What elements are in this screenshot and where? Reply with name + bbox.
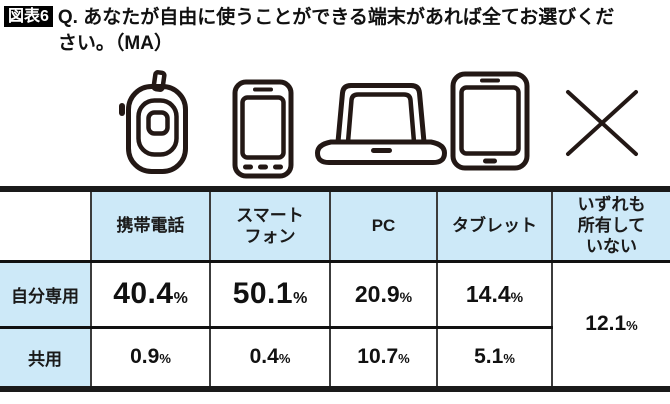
percent-sign: %: [399, 288, 413, 305]
question-text: Q. あなたが自由に使うことができる端末があれば全てお選びくだ さい。（MA）: [58, 5, 614, 57]
value-number: 50.1: [232, 277, 294, 310]
value-number: 0.9: [130, 345, 160, 369]
corner-cell: [0, 189, 91, 263]
title-block: 図表6 Q. あなたが自由に使うことができる端末があれば全てお選びくだ さい。（…: [4, 5, 668, 57]
value-number: 40.4: [113, 277, 174, 310]
table-row-shared: 共用 0.9% 0.4% 10.7% 5.1%: [0, 327, 670, 389]
question-line-2: さい。（MA）: [57, 33, 173, 54]
percent-sign: %: [510, 288, 524, 305]
percent-sign: %: [503, 351, 515, 367]
feature-phone-icon: [119, 70, 188, 174]
header-cell-smartphone: スマート フォン: [209, 189, 330, 263]
cell-personal-smartphone: 50.1%: [209, 261, 330, 329]
row-label-personal: 自分専用: [0, 261, 91, 329]
value-number: 0.4: [249, 345, 279, 369]
cell-none-owned-merged: 12.1%: [551, 261, 670, 389]
question-line-1: Q. あなたが自由に使うことができる端末があれば全てお選びくだ: [57, 7, 615, 28]
percent-sign: %: [293, 290, 308, 307]
header-cell-tablet: タブレット: [436, 189, 552, 263]
cell-shared-smartphone: 0.4%: [209, 327, 330, 389]
cell-personal-tablet: 14.4%: [436, 261, 552, 329]
table-row-personal: 自分専用 40.4% 50.1% 20.9% 14.4% 12.1%: [0, 261, 670, 389]
tablet-icon: [450, 71, 530, 171]
percent-sign: %: [159, 351, 171, 367]
value-number: 12.1: [585, 312, 627, 336]
cell-shared-tablet: 5.1%: [436, 327, 552, 389]
header-cell-mobile-phone: 携帯電話: [90, 189, 210, 263]
value-number: 10.7: [357, 345, 399, 369]
header-cell-none-owned: いずれも 所有して いない: [551, 189, 670, 263]
percent-sign: %: [173, 290, 188, 307]
row-label-shared: 共用: [0, 327, 91, 389]
device-icons-row: [0, 0, 670, 186]
cell-shared-pc: 10.7%: [329, 327, 437, 389]
figure-number-badge: 図表6: [4, 6, 53, 27]
value-number: 14.4: [465, 280, 511, 307]
percent-sign: %: [278, 351, 291, 367]
smartphone-icon: [232, 79, 294, 179]
percent-sign: %: [626, 318, 638, 334]
laptop-icon: [315, 83, 447, 165]
ownership-table: 携帯電話 スマート フォン PC タブレット いずれも 所有して いない 自分専…: [0, 186, 670, 392]
value-number: 5.1: [474, 345, 504, 369]
table-header-row: 携帯電話 スマート フォン PC タブレット いずれも 所有して いない: [0, 189, 670, 263]
value-number: 20.9: [354, 280, 400, 307]
x-mark-icon: [566, 90, 638, 156]
percent-sign: %: [398, 351, 410, 367]
cell-personal-pc: 20.9%: [329, 261, 437, 329]
cell-shared-mobile-phone: 0.9%: [90, 327, 210, 389]
cell-personal-mobile-phone: 40.4%: [90, 261, 210, 329]
header-cell-pc: PC: [329, 189, 437, 263]
